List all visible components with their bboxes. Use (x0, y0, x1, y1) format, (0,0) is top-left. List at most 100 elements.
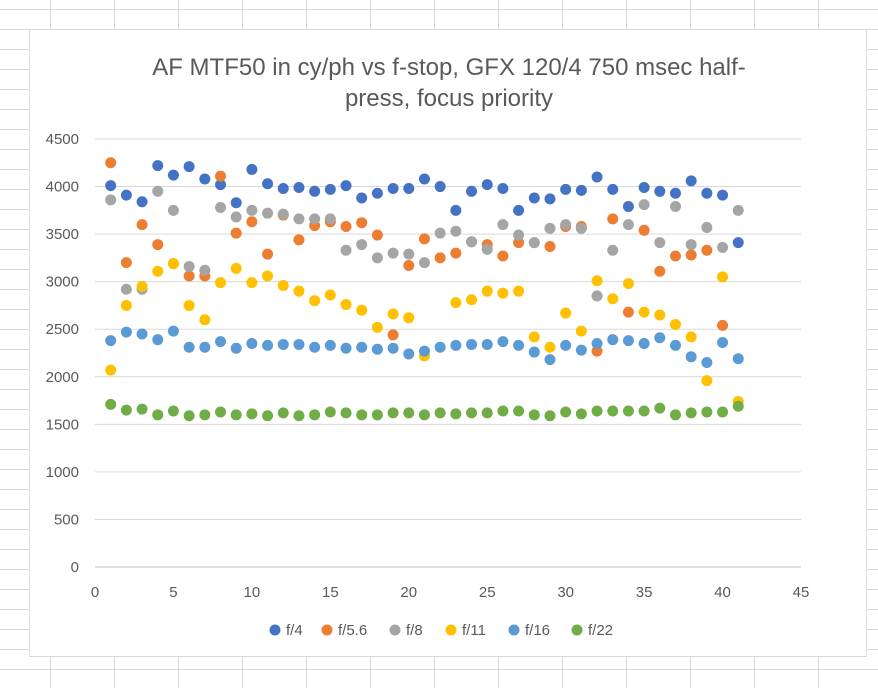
point-f-22 (136, 403, 148, 415)
point-f-4 (607, 183, 619, 195)
point-f-8 (732, 204, 744, 216)
point-f-4 (230, 197, 242, 209)
point-f-22 (309, 409, 321, 421)
point-f-8 (356, 239, 368, 251)
point-f-16 (497, 336, 509, 348)
point-f-22 (701, 406, 713, 418)
point-f-11 (105, 364, 117, 376)
legend-marker (571, 624, 583, 636)
point-f-4 (309, 185, 321, 197)
point-f-16 (450, 339, 462, 351)
point-f-22 (293, 410, 305, 422)
point-f-22 (340, 407, 352, 419)
point-f-8 (293, 213, 305, 225)
point-f-8 (371, 252, 383, 264)
point-f-11 (262, 270, 274, 282)
point-f-8 (183, 260, 195, 272)
point-f-16 (528, 346, 540, 358)
point-f-4 (528, 192, 540, 204)
point-f-11 (669, 318, 681, 330)
point-f-4 (591, 171, 603, 183)
point-f-4 (544, 193, 556, 205)
point-f-4 (152, 160, 164, 172)
point-f-8 (528, 237, 540, 249)
point-f-5-6 (246, 216, 258, 228)
x-tick-label: 40 (714, 584, 731, 601)
point-f-16 (183, 341, 195, 353)
point-f-8 (685, 239, 697, 251)
point-f-4 (638, 182, 650, 194)
point-f-11 (136, 280, 148, 292)
point-f-11 (230, 262, 242, 274)
legend-marker (508, 624, 520, 636)
chart-title-line-1: AF MTF50 in cy/ph vs f-stop, GFX 120/4 7… (152, 54, 746, 81)
point-f-5-6 (669, 250, 681, 262)
point-f-22 (199, 409, 211, 421)
point-f-8 (246, 204, 258, 216)
y-tick-label: 4000 (46, 179, 79, 196)
point-f-5-6 (387, 329, 399, 341)
x-tick-label: 5 (169, 584, 177, 601)
point-f-4 (356, 192, 368, 204)
point-f-16 (309, 341, 321, 353)
point-f-8 (418, 257, 430, 269)
point-f-22 (685, 407, 697, 419)
point-f-5-6 (591, 345, 603, 357)
point-f-8 (450, 225, 462, 237)
legend-marker (321, 624, 333, 636)
point-f-22 (277, 407, 289, 419)
point-f-8 (230, 211, 242, 223)
chart-title-line-2: press, focus priority (345, 85, 553, 112)
point-f-5-6 (230, 227, 242, 239)
point-f-16 (230, 342, 242, 354)
point-f-16 (167, 325, 179, 337)
x-tick-label: 30 (557, 584, 574, 601)
point-f-5-6 (215, 170, 227, 182)
point-f-8 (591, 290, 603, 302)
point-f-4 (497, 182, 509, 194)
legend-marker (389, 624, 401, 636)
x-tick-label: 25 (479, 584, 496, 601)
point-f-16 (324, 339, 336, 351)
legend-label: f/5.6 (338, 622, 367, 639)
point-f-11 (497, 287, 509, 299)
point-f-8 (466, 236, 478, 248)
point-f-22 (215, 406, 227, 418)
point-f-4 (199, 173, 211, 185)
y-tick-label: 1500 (46, 416, 79, 433)
point-f-16 (262, 339, 274, 351)
point-f-22 (732, 400, 744, 412)
point-f-4 (246, 163, 258, 175)
point-f-16 (120, 326, 132, 338)
point-f-4 (622, 201, 634, 213)
point-f-16 (371, 343, 383, 355)
point-f-16 (293, 338, 305, 350)
point-f-5-6 (136, 219, 148, 231)
point-f-8 (481, 243, 493, 255)
point-f-5-6 (622, 306, 634, 318)
point-f-11 (560, 307, 572, 319)
point-f-4 (575, 184, 587, 196)
point-f-22 (654, 402, 666, 414)
point-f-4 (167, 169, 179, 181)
x-tick-label: 10 (244, 584, 261, 601)
y-tick-label: 500 (54, 511, 79, 528)
point-f-22 (669, 409, 681, 421)
point-f-5-6 (120, 257, 132, 269)
point-f-11 (513, 285, 525, 297)
point-f-4 (324, 183, 336, 195)
point-f-8 (575, 222, 587, 234)
point-f-5-6 (418, 233, 430, 245)
y-tick-label: 2500 (46, 321, 79, 338)
point-f-8 (105, 194, 117, 206)
x-tick-label: 15 (322, 584, 339, 601)
point-f-22 (183, 410, 195, 422)
legend-marker (445, 624, 457, 636)
point-f-16 (654, 332, 666, 344)
point-f-4 (403, 182, 415, 194)
point-f-11 (607, 293, 619, 305)
point-f-22 (450, 408, 462, 420)
point-f-22 (387, 407, 399, 419)
point-f-8 (324, 213, 336, 225)
point-f-4 (701, 187, 713, 199)
